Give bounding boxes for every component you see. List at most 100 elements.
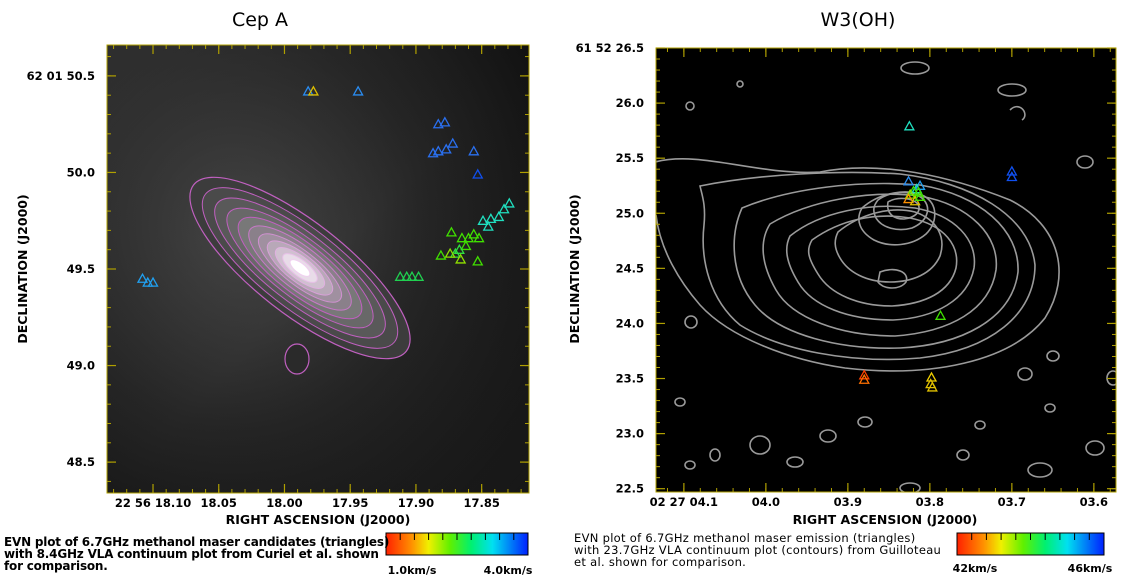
maser-triangle [902,175,915,186]
maser-triangle [456,232,468,243]
x-tick-label: 18.00 [266,496,302,510]
x-tick-label: 22 56 18.10 [115,496,191,510]
maser-triangle [468,145,480,156]
maser-triangle [439,116,451,127]
maser-triangle [493,211,505,222]
maser-triangle [432,118,444,129]
x-tick-label: 03.7 [998,495,1026,509]
x-tick-label: 04.0 [752,495,780,509]
maser-triangle [902,193,915,204]
maser-triangle [468,228,480,239]
tick-marks-right [656,47,1116,492]
maser-triangle [444,247,456,258]
y-tick-label: 23.5 [616,372,644,386]
maser-points-left [136,85,515,287]
caption-left-line: for comparison. [4,559,108,573]
caption-right: EVN plot of 6.7GHz methanol maser emissi… [574,532,944,568]
maser-triangle [307,85,320,96]
maser-triangle [453,243,465,254]
maser-triangle [445,226,458,237]
maser-triangle [503,197,515,208]
maser-triangle [352,85,364,96]
y-tick-label: 22.5 [616,482,644,496]
colorbar-left-max-label: 4.0km/s [484,564,533,577]
left-image-area [107,45,529,493]
maser-triangle [903,120,915,131]
continuum-contours-right [656,61,1116,492]
x-axis-label-left: RIGHT ASCENSION (J2000) [226,512,411,527]
tick-marks-left [107,45,529,493]
y-tick-label: 49.5 [67,262,95,276]
tick-labels-right: 02 27 04.1 04.0 03.9 03.8 03.7 03.6 61 52 26.5… [576,41,1108,509]
maser-triangle [136,272,149,283]
y-tick-label: 26.0 [616,96,644,110]
maser-triangle [1006,171,1018,182]
caption-right-line: with 23.7GHz VLA continuum plot (contour… [574,543,942,557]
x-tick-label: 03.8 [916,495,944,509]
y-tick-label: 24.0 [616,316,644,330]
maser-triangle [440,143,452,154]
y-tick-label: 25.0 [616,206,644,220]
caption-right-line: EVN plot of 6.7GHz methanol maser emissi… [574,531,916,545]
y-tick-label: 61 52 26.5 [576,41,644,55]
maser-triangle [427,147,439,158]
x-axis-label-right: RIGHT ASCENSION (J2000) [793,512,978,527]
tick-labels-left: 22 56 18.10 18.05 18.00 17.95 17.90 17.85 62 0… [27,69,500,510]
chart-title-right: W3(OH) [821,9,896,31]
maser-triangle [447,137,459,148]
maser-triangle [147,276,159,287]
x-tick-label: 17.90 [398,496,434,510]
maser-triangle [460,239,472,251]
maser-points-right [858,120,1018,392]
caption-left-line: EVN plot of 6.7GHz methanol maser candid… [4,535,390,549]
maser-triangle [482,220,494,231]
maser-triangle [934,309,947,320]
maser-triangle [449,247,461,258]
x-tick-label: 03.6 [1080,495,1108,509]
maser-triangle [485,212,497,224]
y-tick-label: 23.0 [616,427,644,441]
y-tick-label: 49.0 [67,359,95,373]
maser-triangle [435,249,447,260]
x-tick-label: 17.95 [332,496,368,510]
colorbar-left-min-label: 1.0km/s [388,564,437,577]
y-axis-label-right: DECLINATION (J2000) [567,194,582,343]
maser-triangle [472,168,484,179]
y-tick-label: 50.0 [67,165,95,179]
y-tick-label: 62 01 50.5 [27,69,95,83]
y-tick-label: 48.5 [67,455,95,469]
maser-triangle [1006,165,1018,176]
x-tick-label: 17.85 [463,496,499,510]
maser-triangle [142,276,154,287]
colorbar-right-max-label: 46km/s [1068,562,1113,575]
y-tick-label: 25.5 [616,151,644,165]
maser-triangle [412,270,425,281]
maser-triangle [858,369,870,380]
maser-triangle [914,190,926,201]
y-axis-label-left: DECLINATION (J2000) [15,194,30,343]
plot-frame-right [655,47,1117,493]
maser-triangle [926,381,938,392]
maser-triangle [473,232,485,243]
caption-right-line: et al. shown for comparison. [574,555,747,569]
maser-triangle [858,373,870,384]
maser-triangle [498,203,510,214]
caption-left: EVN plot of 6.7GHz methanol maser candid… [4,535,390,573]
chart-title-left: Cep A [232,9,288,31]
maser-triangle [477,214,489,225]
x-tick-label: 02 27 04.1 [650,495,718,509]
maser-triangle [406,270,418,281]
x-tick-label: 18.05 [201,496,237,510]
continuum-contours [189,176,411,360]
right-image-area [656,48,1116,492]
y-tick-label: 24.5 [616,261,644,275]
caption-left-line: with 8.4GHz VLA continuum plot from Curi… [4,547,379,561]
maser-triangle [394,270,406,281]
maser-triangle [401,270,413,281]
colorbar-right-min-label: 42km/s [953,562,998,575]
maser-triangle [472,255,484,266]
x-tick-label: 03.9 [834,495,862,509]
maser-triangle [455,253,467,264]
maser-triangle [432,145,444,156]
